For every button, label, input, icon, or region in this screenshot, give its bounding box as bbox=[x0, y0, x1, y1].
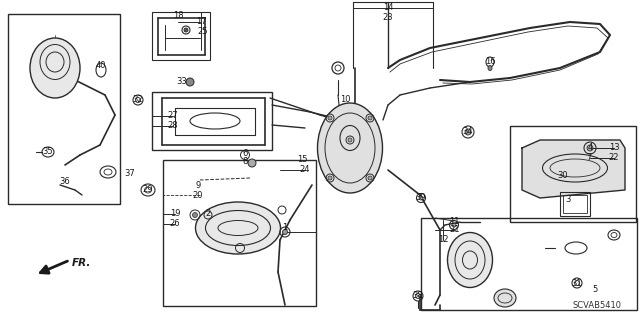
Ellipse shape bbox=[328, 116, 332, 120]
Bar bbox=[560, 192, 590, 216]
Text: 35: 35 bbox=[43, 147, 53, 157]
Bar bbox=[163, 160, 316, 306]
Text: 2: 2 bbox=[205, 209, 211, 218]
Text: 9: 9 bbox=[195, 182, 200, 190]
Text: 36: 36 bbox=[60, 176, 70, 186]
Text: 27: 27 bbox=[168, 112, 179, 121]
Ellipse shape bbox=[488, 65, 492, 70]
Text: 37: 37 bbox=[125, 168, 136, 177]
Text: 8: 8 bbox=[243, 158, 248, 167]
Ellipse shape bbox=[348, 138, 352, 142]
Text: 34: 34 bbox=[463, 128, 474, 137]
Text: 32: 32 bbox=[132, 95, 143, 105]
Bar bbox=[563, 195, 587, 213]
Text: 40: 40 bbox=[96, 62, 106, 70]
Text: 24: 24 bbox=[300, 166, 310, 174]
Text: 33: 33 bbox=[177, 78, 188, 86]
Ellipse shape bbox=[452, 223, 456, 227]
Text: 26: 26 bbox=[170, 219, 180, 228]
Text: 6: 6 bbox=[243, 149, 248, 158]
Text: 11: 11 bbox=[449, 217, 460, 226]
Text: 22: 22 bbox=[609, 153, 620, 162]
Bar bbox=[152, 12, 210, 60]
Text: 19: 19 bbox=[170, 210, 180, 219]
Ellipse shape bbox=[328, 176, 332, 180]
Ellipse shape bbox=[317, 103, 383, 193]
Text: 12: 12 bbox=[438, 235, 448, 244]
Ellipse shape bbox=[447, 233, 493, 287]
Polygon shape bbox=[522, 140, 625, 198]
Text: 7: 7 bbox=[586, 153, 592, 162]
Bar bbox=[510, 126, 636, 222]
Text: 16: 16 bbox=[484, 57, 495, 66]
Ellipse shape bbox=[195, 202, 280, 254]
Ellipse shape bbox=[368, 176, 372, 180]
Ellipse shape bbox=[186, 78, 194, 86]
Ellipse shape bbox=[282, 229, 287, 234]
Bar bbox=[421, 218, 637, 310]
Text: 28: 28 bbox=[168, 122, 179, 130]
Text: 15: 15 bbox=[297, 155, 307, 165]
Text: 4: 4 bbox=[588, 144, 593, 152]
Ellipse shape bbox=[419, 196, 423, 200]
Text: 25: 25 bbox=[198, 26, 208, 35]
Ellipse shape bbox=[30, 38, 80, 98]
Text: 3: 3 bbox=[565, 196, 571, 204]
Text: 18: 18 bbox=[173, 11, 183, 19]
Ellipse shape bbox=[587, 145, 593, 151]
Text: 5: 5 bbox=[593, 286, 598, 294]
Text: 1: 1 bbox=[282, 224, 287, 233]
Bar bbox=[8, 14, 120, 204]
Text: 31: 31 bbox=[572, 278, 582, 287]
Text: 39: 39 bbox=[416, 194, 426, 203]
Text: 23: 23 bbox=[383, 12, 394, 21]
Text: 17: 17 bbox=[196, 18, 206, 26]
Ellipse shape bbox=[248, 159, 256, 167]
Ellipse shape bbox=[494, 289, 516, 307]
Text: 29: 29 bbox=[143, 186, 153, 195]
Text: 20: 20 bbox=[193, 191, 204, 201]
Text: 30: 30 bbox=[557, 172, 568, 181]
Ellipse shape bbox=[368, 116, 372, 120]
Text: FR.: FR. bbox=[72, 258, 92, 268]
Text: 21: 21 bbox=[450, 226, 460, 234]
Text: SCVAB5410: SCVAB5410 bbox=[573, 300, 621, 309]
Text: 10: 10 bbox=[340, 95, 350, 105]
Text: 38: 38 bbox=[413, 292, 424, 300]
Ellipse shape bbox=[465, 129, 471, 135]
Text: 13: 13 bbox=[609, 144, 620, 152]
Bar bbox=[152, 92, 272, 150]
Text: 14: 14 bbox=[383, 4, 393, 12]
Ellipse shape bbox=[184, 28, 188, 32]
Ellipse shape bbox=[193, 212, 198, 218]
